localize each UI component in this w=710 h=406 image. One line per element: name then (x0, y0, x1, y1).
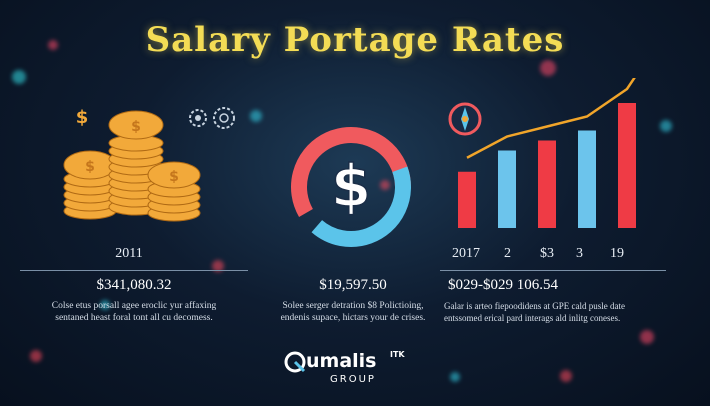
gear-icon (189, 107, 235, 129)
chart-bar (538, 140, 556, 228)
dollar-gauge-icon: $ (291, 127, 411, 247)
description-line: Colse etus porsall agee eroclic yur affa… (51, 301, 217, 311)
year-label: 2011 (115, 246, 143, 261)
chart-bar (618, 103, 636, 228)
coin-stacks-illustration: $ $ $ $ (63, 107, 201, 222)
target-icon (448, 102, 482, 136)
chart-tick-label: 2 (504, 246, 511, 261)
divider (20, 270, 248, 271)
divider (440, 270, 666, 271)
stat-column-right: 2017 2 $3 3 19 $029-$029 106.54 Galar is art… (440, 246, 666, 324)
floating-dollar-sign: $ (76, 107, 89, 128)
stat-column-left: 2011 $341,080.32 Colse etus porsall agee… (20, 246, 248, 324)
description: Galar is arteo fiepoodidens at GPE cald … (440, 300, 666, 324)
description: Solee serger detration $8 Polictioing, e… (258, 300, 448, 324)
amount-value: $341,080.32 (96, 277, 172, 293)
chart-tick-label: $3 (540, 246, 554, 261)
chart-bar (458, 171, 476, 228)
description: Colse etus porsall agee eroclic yur affa… (20, 300, 248, 324)
description-line: endenis supace, hictars your de crises. (280, 313, 426, 323)
description-line: Solee serger detration $8 Polictioing, (282, 301, 424, 311)
coin-dollar-sign: $ (169, 169, 179, 185)
description-line: entssomed erical pard interags ald inlit… (444, 313, 621, 323)
logo-mark-icon (284, 351, 306, 373)
chart-tick-label: 2017 (452, 246, 480, 261)
coin-dollar-sign: $ (85, 159, 95, 175)
description-line: sentaned heast foral tont all cu decomes… (55, 313, 213, 323)
logo-trademark: ITK (390, 350, 405, 359)
growth-bar-chart (458, 78, 636, 228)
page-title: Salary Portage Rates (145, 20, 565, 60)
chart-bar (498, 150, 516, 228)
trend-line (466, 78, 636, 159)
chart-tick-labels: 2017 2 $3 3 19 (440, 246, 666, 262)
description-line: Galar is arteo fiepoodidens at GPE cald … (444, 301, 625, 311)
divider (258, 270, 448, 271)
gauge-dollar-sign: $ (331, 152, 371, 220)
logo-group: GROUP (330, 374, 376, 385)
chart-tick-label: 3 (576, 246, 583, 261)
amount-value: $029-$029 106.54 (448, 277, 558, 293)
company-logo: umalis ITK GROUP (284, 350, 434, 394)
amount-value: $19,597.50 (319, 277, 387, 293)
coin-dollar-sign: $ (131, 119, 141, 135)
chart-tick-label: 19 (610, 246, 624, 261)
stat-column-middle: $19,597.50 Solee serger detration $8 Pol… (258, 246, 448, 324)
logo-name: umalis (306, 350, 377, 372)
chart-bar (578, 130, 596, 228)
